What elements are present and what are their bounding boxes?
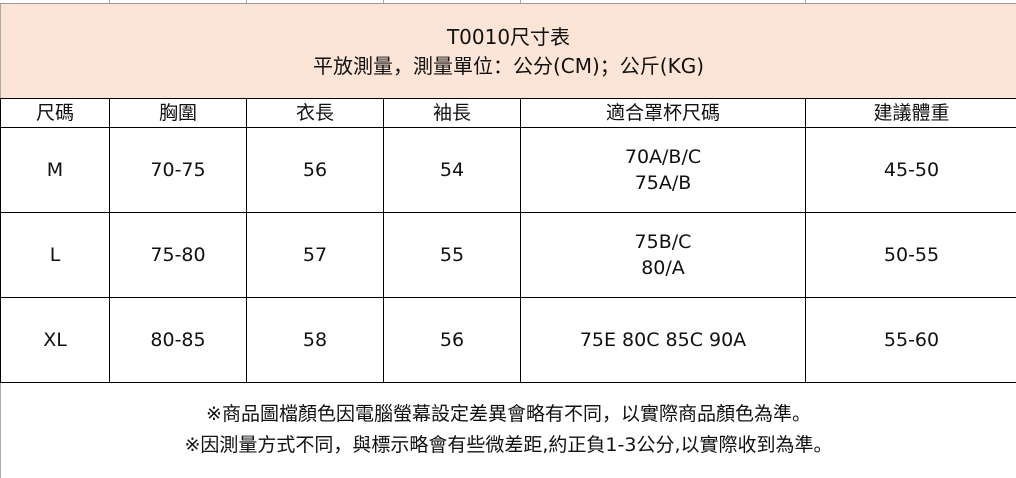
cup-cell: 75E 80C 85C 90A: [520, 297, 806, 383]
cup-cell: 70A/B/C 75A/B: [520, 127, 806, 213]
column-header: 袖長: [383, 98, 521, 128]
size-cell: XL: [0, 297, 110, 383]
table-row: L 75-80 57 55 75B/C 80/A 50-55: [0, 212, 1016, 298]
spreadsheet-grid-strip: [0, 0, 1016, 4]
note-color: ※商品圖檔顏色因電腦螢幕設定差異會略有不同，以實際商品顏色為準。: [206, 403, 811, 425]
size-cell: M: [0, 127, 110, 213]
weight-cell: 50-55: [805, 212, 1016, 298]
chart-title: T0010尺寸表: [446, 25, 571, 49]
cup-cell: 75B/C 80/A: [520, 212, 806, 298]
column-header: 尺碼: [0, 98, 110, 128]
sleeve-cell: 54: [383, 127, 521, 213]
cup-line: 75A/B: [634, 172, 692, 194]
size-table: 尺碼 胸圍 衣長 袖長 適合罩杯尺碼 建議體重 M 70-75 56 54 70…: [0, 98, 1016, 383]
size-cell: L: [0, 212, 110, 298]
chart-subtitle: 平放測量，測量單位：公分(CM)；公斤(KG): [312, 54, 705, 78]
length-cell: 56: [246, 127, 384, 213]
column-header: 衣長: [246, 98, 384, 128]
chest-cell: 80-85: [109, 297, 247, 383]
column-header: 建議體重: [805, 98, 1016, 128]
column-header: 胸圍: [109, 98, 247, 128]
column-header: 適合罩杯尺碼: [520, 98, 806, 128]
chest-cell: 70-75: [109, 127, 247, 213]
weight-cell: 45-50: [805, 127, 1016, 213]
cup-line: 80/A: [641, 257, 685, 279]
cup-line: 75B/C: [634, 231, 692, 253]
cup-line: 75E 80C 85C 90A: [579, 329, 747, 351]
length-cell: 58: [246, 297, 384, 383]
notes: ※商品圖檔顏色因電腦螢幕設定差異會略有不同，以實際商品顏色為準。 ※因測量方式不…: [0, 383, 1016, 478]
table-header-row: 尺碼 胸圍 衣長 袖長 適合罩杯尺碼 建議體重: [0, 98, 1016, 128]
chest-cell: 75-80: [109, 212, 247, 298]
size-chart-header: T0010尺寸表 平放測量，測量單位：公分(CM)；公斤(KG): [0, 4, 1016, 98]
length-cell: 57: [246, 212, 384, 298]
table-row: XL 80-85 58 56 75E 80C 85C 90A 55-60: [0, 297, 1016, 383]
sleeve-cell: 56: [383, 297, 521, 383]
table-row: M 70-75 56 54 70A/B/C 75A/B 45-50: [0, 127, 1016, 213]
cup-line: 70A/B/C: [624, 146, 702, 168]
weight-cell: 55-60: [805, 297, 1016, 383]
sleeve-cell: 55: [383, 212, 521, 298]
note-measurement: ※因測量方式不同，與標示略會有些微差距,約正負1-3公分,以實際收到為準。: [184, 434, 833, 456]
